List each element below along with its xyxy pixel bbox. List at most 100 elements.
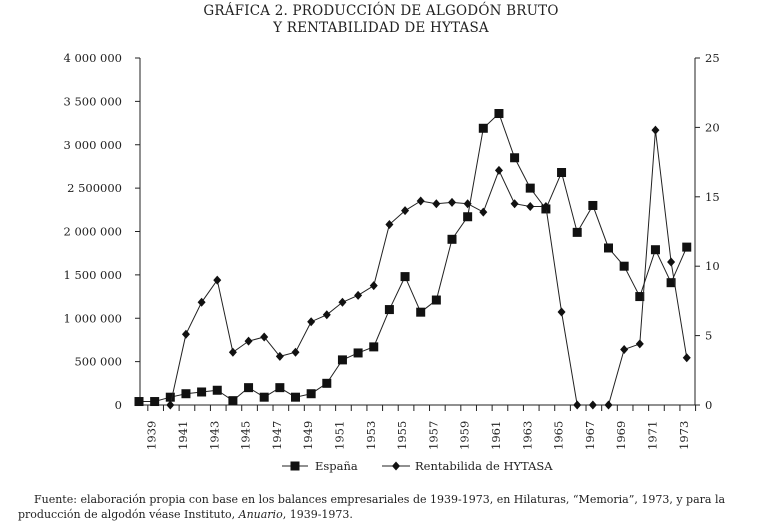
data-point-rentabilidad xyxy=(213,275,222,285)
y-right-tick-label: 15 xyxy=(705,190,720,204)
data-point-espana xyxy=(384,305,394,315)
legend-label-rentabilidad: Rentabilida de HYTASA xyxy=(415,459,553,473)
y-left-tick-label: 3 500 000 xyxy=(63,94,122,108)
data-point-espana xyxy=(322,378,332,388)
data-point-rentabilidad xyxy=(620,344,629,354)
y-left-tick-label: 1 500 000 xyxy=(63,268,122,282)
legend-label-espana: España xyxy=(315,459,358,473)
data-point-rentabilidad xyxy=(479,207,488,217)
data-point-espana xyxy=(478,123,488,133)
data-point-espana xyxy=(525,183,535,193)
x-tick-label: 1967 xyxy=(583,421,597,450)
data-point-rentabilidad xyxy=(291,347,300,357)
x-tick-label: 1949 xyxy=(301,421,315,450)
y-left-tick-label: 2 000 000 xyxy=(63,225,122,239)
x-tick-label: 1939 xyxy=(145,421,159,450)
data-point-rentabilidad xyxy=(573,400,582,410)
data-point-rentabilidad xyxy=(463,199,472,209)
series-line-1 xyxy=(139,112,688,403)
y-left-tick-label: 500 000 xyxy=(74,355,122,369)
legend-marker-espana xyxy=(290,461,300,471)
x-tick-label: 1973 xyxy=(677,421,691,450)
data-point-espana xyxy=(431,295,441,305)
x-tick-label: 1943 xyxy=(207,421,221,450)
footnote: Fuente: elaboración propia con base en l… xyxy=(18,492,758,522)
data-point-espana xyxy=(682,242,692,252)
data-point-rentabilidad xyxy=(416,196,425,206)
x-tick-label: 1955 xyxy=(395,421,409,450)
data-point-rentabilidad xyxy=(682,353,691,363)
data-point-rentabilidad xyxy=(166,400,175,410)
data-point-espana xyxy=(557,168,567,178)
data-point-espana xyxy=(400,272,410,282)
chart-title-line-2: Y RENTABILIDAD DE HYTASA xyxy=(273,20,489,36)
data-point-rentabilidad xyxy=(494,165,503,175)
x-tick-label: 1969 xyxy=(614,421,628,450)
data-point-rentabilidad xyxy=(401,206,410,216)
data-point-rentabilidad xyxy=(510,199,519,209)
data-point-rentabilidad xyxy=(275,351,284,361)
x-tick-label: 1947 xyxy=(270,421,284,450)
y-left-tick-label: 1 000 000 xyxy=(63,311,122,325)
legend-marker-rentabilidad xyxy=(392,461,400,471)
data-point-espana xyxy=(447,234,457,244)
data-point-espana xyxy=(228,396,238,406)
footnote-text-2: , 1939-1973. xyxy=(282,508,353,521)
y-left-tick-label: 4 000 000 xyxy=(63,51,122,65)
data-point-espana xyxy=(244,383,254,393)
data-point-rentabilidad xyxy=(667,257,676,267)
data-point-rentabilidad xyxy=(197,297,206,307)
data-point-espana xyxy=(619,261,629,271)
y-right-tick-label: 0 xyxy=(705,398,712,412)
data-point-espana xyxy=(369,342,379,352)
data-point-espana xyxy=(650,245,660,255)
data-point-espana xyxy=(494,109,504,119)
data-point-rentabilidad xyxy=(651,125,660,135)
data-point-rentabilidad xyxy=(369,281,378,291)
data-point-espana xyxy=(588,200,598,210)
data-point-rentabilidad xyxy=(432,199,441,209)
data-point-espana xyxy=(635,292,645,302)
data-point-rentabilidad xyxy=(228,347,237,357)
x-tick-label: 1959 xyxy=(458,421,472,450)
data-point-espana xyxy=(275,383,285,393)
data-point-rentabilidad xyxy=(338,297,347,307)
data-point-espana xyxy=(291,392,300,402)
data-point-rentabilidad xyxy=(526,202,535,212)
data-point-espana xyxy=(150,397,160,407)
data-point-espana xyxy=(165,392,175,402)
data-point-espana xyxy=(134,397,144,407)
data-point-espana xyxy=(337,355,347,365)
data-point-espana xyxy=(604,243,613,253)
y-right-tick-label: 20 xyxy=(705,120,720,134)
x-tick-label: 1951 xyxy=(332,421,346,450)
data-point-espana xyxy=(212,385,222,395)
x-tick-label: 1957 xyxy=(426,421,440,450)
data-point-rentabilidad xyxy=(604,400,613,410)
x-tick-label: 1945 xyxy=(239,421,253,450)
data-point-espana xyxy=(181,389,191,399)
chart-title-line-1: GRÁFICA 2. PRODUCCIÓN DE ALGODÓN BRUTO xyxy=(203,3,559,19)
y-right-tick-label: 5 xyxy=(705,329,712,343)
data-point-espana xyxy=(353,348,363,358)
data-point-rentabilidad xyxy=(260,332,269,342)
data-point-espana xyxy=(416,307,426,317)
series-line-2 xyxy=(169,130,688,406)
data-point-rentabilidad xyxy=(385,220,394,230)
y-right-tick-label: 10 xyxy=(705,259,720,273)
x-tick-label: 1965 xyxy=(552,421,566,450)
y-left-tick-label: 0 xyxy=(115,398,122,412)
data-point-espana xyxy=(259,392,269,402)
data-point-rentabilidad xyxy=(448,197,456,207)
y-right-tick-label: 25 xyxy=(705,51,720,65)
data-point-rentabilidad xyxy=(635,339,644,349)
y-left-tick-label: 2 500000 xyxy=(67,181,122,195)
data-point-rentabilidad xyxy=(354,290,363,300)
data-point-rentabilidad xyxy=(244,336,253,346)
data-point-espana xyxy=(510,153,520,163)
data-point-espana xyxy=(463,212,473,222)
data-point-rentabilidad xyxy=(541,202,550,212)
data-point-espana xyxy=(306,389,316,399)
